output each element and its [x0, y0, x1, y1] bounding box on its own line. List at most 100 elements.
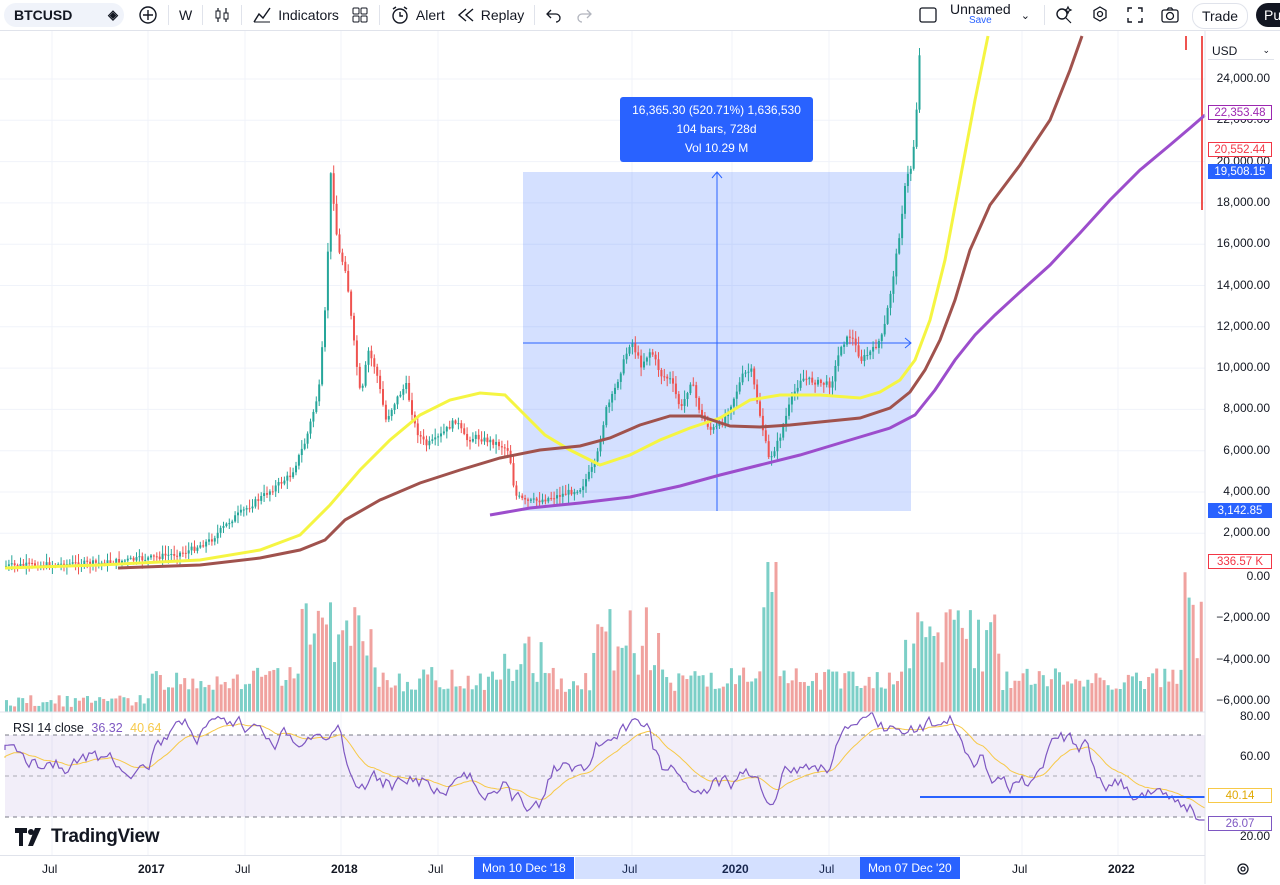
ma-yellow-line — [4, 35, 990, 570]
candle-body — [648, 352, 651, 358]
candle-body — [532, 498, 535, 500]
candle-body — [593, 461, 596, 468]
volume-bar — [414, 689, 418, 712]
volume-bar — [94, 700, 98, 712]
time-axis-settings-button[interactable] — [1236, 862, 1250, 881]
candle-body — [677, 394, 680, 405]
candle-body — [495, 441, 498, 445]
volume-bar — [1005, 671, 1009, 712]
volume-bar — [134, 702, 138, 712]
volume-bar — [462, 688, 466, 712]
volume-bar — [405, 681, 409, 712]
candle-body — [880, 334, 883, 341]
compare-add-button[interactable] — [132, 0, 164, 30]
candle-body — [814, 382, 817, 385]
candle-body — [411, 400, 413, 415]
candle-body — [683, 399, 686, 406]
volume-bar — [207, 684, 211, 712]
volume-bar — [365, 655, 369, 712]
volume-bar — [252, 670, 256, 712]
volume-bar — [73, 698, 77, 712]
candle-body — [483, 437, 486, 442]
alert-button[interactable]: Alert — [384, 0, 451, 30]
quick-search-button[interactable] — [1048, 0, 1080, 30]
candle-body — [257, 499, 260, 501]
candle-body — [210, 539, 213, 542]
volume-bar — [701, 675, 705, 712]
camera-icon — [1161, 7, 1179, 23]
volume-bar — [835, 671, 839, 712]
volume-bar — [1013, 680, 1017, 712]
volume-bar — [912, 643, 916, 712]
redo-button[interactable] — [569, 0, 599, 30]
publish-button[interactable]: Pu — [1256, 3, 1280, 27]
volume-bar — [114, 698, 118, 712]
candle-body — [109, 560, 112, 564]
price-tag: 20,552.44 — [1208, 142, 1272, 157]
volume-bar — [474, 685, 478, 712]
rsi-legend[interactable]: RSI 14 close 36.32 40.64 — [13, 721, 161, 735]
candle-body — [141, 556, 144, 561]
fullscreen-button[interactable] — [1120, 0, 1150, 30]
candle-body — [471, 438, 474, 442]
volume-bar — [478, 673, 482, 712]
volume-bar — [349, 645, 353, 712]
symbol-search-button[interactable]: BTCUSD ◈ — [4, 3, 124, 27]
snapshot-button[interactable] — [1154, 0, 1186, 30]
candle-body — [274, 485, 277, 492]
candle-body — [828, 381, 831, 388]
volume-bar — [1134, 672, 1138, 712]
candle-body — [416, 423, 419, 436]
candle-body — [680, 404, 683, 406]
volume-bar — [604, 631, 608, 712]
time-axis[interactable] — [0, 855, 1205, 885]
candle-body — [138, 556, 141, 558]
candle-body — [164, 553, 167, 556]
price-axis-label: 2,000.00 — [1223, 525, 1270, 540]
volume-bar — [29, 695, 33, 712]
diamond-icon[interactable]: ◈ — [108, 7, 118, 22]
volume-bar — [572, 681, 575, 712]
volume-bar — [264, 674, 268, 712]
interval-button[interactable]: W — [173, 0, 198, 30]
candle-body — [295, 465, 297, 473]
volume-bar — [401, 691, 405, 712]
candle-body — [547, 498, 550, 502]
volume-bar — [1090, 683, 1094, 712]
candle-body — [599, 441, 602, 452]
volume-bar — [628, 610, 632, 712]
candle-body — [634, 343, 637, 353]
indicators-button[interactable]: Indicators — [246, 0, 345, 30]
volume-bar — [782, 670, 786, 712]
volume-bar — [260, 676, 264, 712]
templates-button[interactable] — [345, 0, 375, 30]
volume-bar — [762, 607, 766, 712]
trade-button[interactable]: Trade — [1192, 3, 1248, 29]
candle-body — [585, 479, 587, 487]
settings-button[interactable] — [1084, 0, 1116, 30]
currency-selector[interactable]: USD ⌄ — [1208, 42, 1274, 60]
volume-bar — [1187, 597, 1191, 712]
candle-body — [582, 486, 585, 491]
volume-bar — [600, 626, 604, 712]
layout-menu-button[interactable]: Unnamed Save ⌄ — [918, 0, 1030, 30]
candle-body — [860, 356, 863, 362]
candle-body — [698, 398, 701, 410]
undo-button[interactable] — [539, 0, 569, 30]
volume-bar — [410, 689, 413, 712]
candle-body — [854, 338, 857, 346]
volume-bar — [256, 667, 260, 712]
replay-button[interactable]: Replay — [451, 0, 531, 30]
chart-type-button[interactable] — [207, 0, 237, 30]
volume-bar — [1155, 668, 1159, 712]
candle-body — [796, 387, 799, 392]
layout-square-icon — [919, 7, 937, 23]
candle-body — [825, 381, 828, 385]
candle-body — [106, 560, 109, 566]
volume-bar — [1086, 679, 1090, 712]
candle-body — [906, 173, 909, 186]
price-tag: 22,353.48 — [1208, 105, 1272, 120]
volume-bar — [855, 686, 859, 712]
volume-bar — [908, 668, 912, 712]
